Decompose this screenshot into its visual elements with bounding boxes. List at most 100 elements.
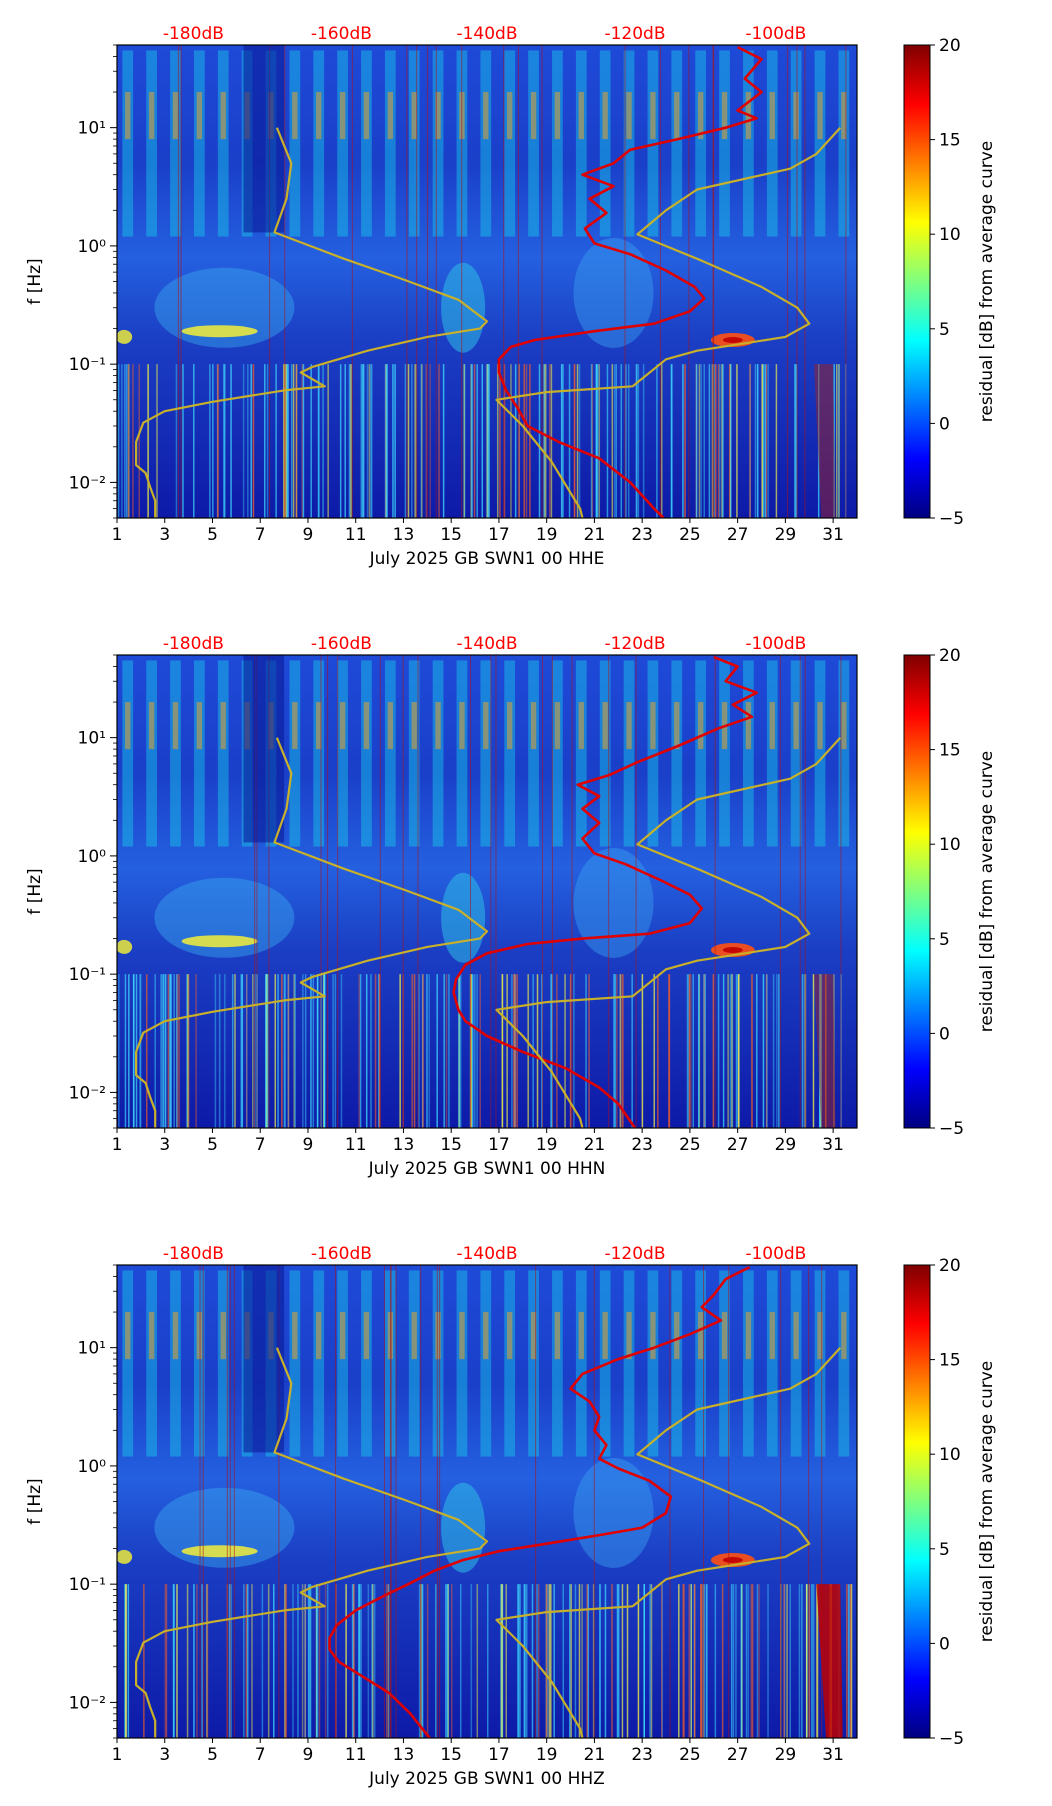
x-tick-label: 19 (536, 525, 558, 545)
event-line (551, 655, 553, 1128)
streak (334, 974, 337, 1128)
x-tick-label: 13 (393, 1745, 415, 1765)
daily-band-peak (841, 702, 847, 750)
event-line (284, 45, 286, 518)
daily-band-peak (387, 92, 394, 140)
streak (574, 1584, 577, 1738)
streak (527, 974, 529, 1128)
daily-band (146, 50, 157, 237)
streak (463, 364, 466, 518)
streak (315, 1584, 318, 1738)
streak (514, 974, 517, 1128)
streak (318, 1584, 321, 1738)
streak (595, 364, 597, 518)
streak (514, 364, 517, 518)
streak (318, 364, 320, 518)
streak (653, 974, 655, 1128)
streak (420, 364, 422, 518)
daily-band (480, 1270, 492, 1457)
daily-band (313, 1270, 325, 1457)
y-axis-label: f [Hz] (25, 1478, 45, 1524)
streak (595, 364, 598, 518)
microseism-peak (117, 939, 133, 954)
streak (164, 1584, 166, 1738)
streak (186, 1584, 189, 1738)
streak (274, 974, 277, 1128)
y-axis: 10¹ 10⁰ 10⁻¹ 10⁻² f [Hz] (25, 1264, 117, 1739)
daily-band (599, 50, 611, 237)
streak (627, 364, 630, 518)
x-axis-label: July 2025 GB SWN1 00 HHN (368, 1159, 606, 1179)
y-tick-label: 10⁻¹ (69, 355, 106, 375)
event-line (278, 1265, 280, 1738)
streak (808, 1584, 811, 1738)
daily-band (719, 50, 730, 237)
daily-band (122, 1270, 134, 1457)
streak (127, 1584, 130, 1738)
x-tick-label: 23 (631, 1135, 653, 1155)
daily-band-peak (172, 92, 179, 140)
streak (546, 1584, 548, 1738)
streak (537, 1584, 540, 1738)
x-tick-label: 1 (112, 1135, 123, 1155)
streak (162, 974, 165, 1128)
daily-band-peak (172, 1312, 179, 1360)
event-line (439, 1265, 441, 1738)
streak (531, 1584, 534, 1738)
streak (169, 974, 171, 1128)
event-line (435, 45, 437, 518)
event-line (180, 45, 182, 518)
streak (459, 974, 462, 1128)
streak (536, 974, 539, 1128)
streak (732, 1584, 735, 1738)
streak (599, 1584, 601, 1738)
long-period-streaks (117, 45, 847, 518)
streak (529, 364, 531, 518)
streak (758, 1584, 760, 1738)
daily-band (361, 50, 372, 237)
daily-band (671, 660, 683, 847)
db-scale-labels: -180dB -160dB -140dB -120dB -100dB (163, 24, 806, 44)
daily-band (790, 50, 802, 237)
colorbar-label: residual [dB] from average curve (977, 751, 997, 1032)
daily-band (743, 50, 754, 237)
streak (351, 1584, 354, 1738)
daily-band-peak (411, 702, 417, 750)
daily-band (337, 660, 348, 847)
microseism-peak (117, 1549, 133, 1564)
db-scale-label: -120dB (604, 634, 665, 654)
streak (421, 1584, 424, 1738)
daily-band (766, 1270, 778, 1457)
streak (698, 364, 701, 518)
x-tick-label: 9 (303, 525, 314, 545)
streak (722, 974, 725, 1128)
streak (359, 974, 362, 1128)
streak (370, 364, 373, 518)
daily-band (313, 660, 325, 847)
event-line (390, 1265, 392, 1738)
streak (414, 364, 416, 518)
streak (749, 364, 751, 518)
long-period-streaks (124, 1265, 853, 1738)
streak (756, 364, 759, 518)
x-tick-label: 15 (440, 525, 462, 545)
streak (523, 364, 525, 518)
streak (751, 974, 753, 1128)
daily-band (432, 1270, 444, 1457)
colorbar-tick-label: 5 (939, 320, 950, 340)
daily-band (408, 660, 420, 847)
streak (175, 364, 178, 518)
daily-band (122, 50, 134, 237)
event-line (229, 1265, 231, 1738)
noise-model-curve (495, 126, 842, 518)
streak (620, 974, 623, 1128)
streak (316, 974, 319, 1128)
streak (187, 974, 189, 1128)
event-line (712, 45, 714, 518)
streak (700, 1584, 703, 1738)
streak (622, 974, 624, 1128)
streak (247, 364, 249, 518)
daily-band-peak (793, 1312, 799, 1360)
db-scale-label: -120dB (604, 24, 665, 44)
streak (267, 1584, 270, 1738)
